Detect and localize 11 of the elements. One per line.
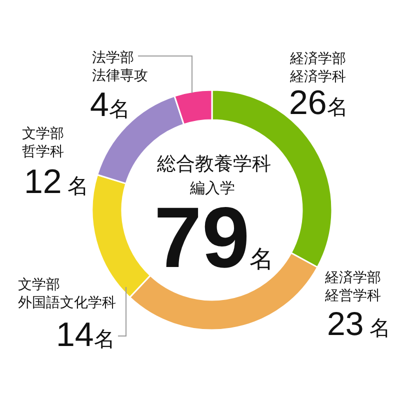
text: 総合教養学科 bbox=[156, 154, 271, 175]
data-label: 26名 bbox=[289, 84, 348, 122]
data-label: 4名 bbox=[90, 86, 130, 124]
slice-label: 法学部法律専攻 bbox=[92, 49, 148, 84]
data-label: 14名 bbox=[56, 316, 115, 354]
slice-label: 文学部外国語文化学科 bbox=[18, 276, 116, 310]
data-label: 12 名 bbox=[24, 163, 89, 201]
slice-label: 経済学部経営学科 bbox=[324, 269, 381, 304]
data-label: 23 名 bbox=[327, 305, 391, 342]
slice-label: 経済学部経済学科 bbox=[289, 50, 346, 84]
slice-label: 文学部哲学科 bbox=[22, 125, 64, 160]
